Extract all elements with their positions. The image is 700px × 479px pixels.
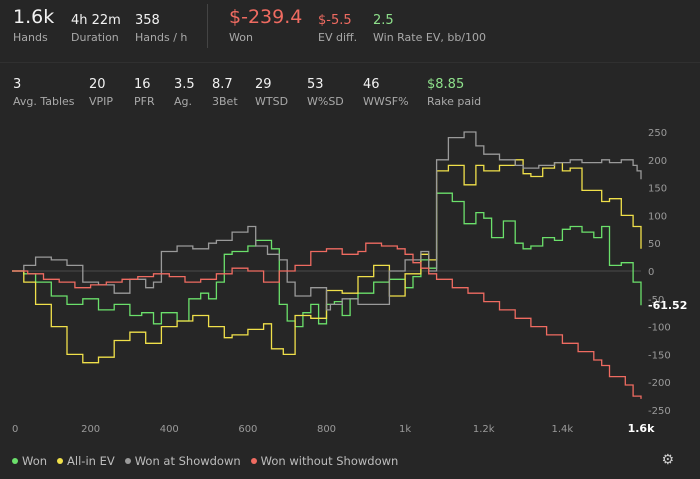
gear-icon[interactable]: ⚙: [661, 452, 674, 468]
stat-ev-diff: $-5.5 EV diff.: [318, 13, 357, 44]
stat-value: 46: [363, 77, 380, 92]
stat-wtsd: 29 WTSD: [255, 77, 288, 108]
stat-value: 1.6k: [13, 6, 55, 28]
stat-label: EV diff.: [318, 31, 358, 44]
legend-label: All-in EV: [67, 454, 115, 468]
stat-label: VPIP: [89, 95, 114, 108]
stat-label: Duration: [71, 31, 119, 44]
stat-value: 2.5: [373, 13, 394, 28]
stat-duration: 4h 22m Duration: [71, 13, 121, 44]
legend-label: Won: [22, 454, 48, 468]
x-tick-label: 200: [81, 424, 100, 435]
stat-win-rate-ev: 2.5 Win Rate EV, bb/100: [373, 13, 486, 44]
header-divider: [0, 62, 700, 63]
x-tick-label: 800: [317, 424, 336, 435]
legend-label: Won at Showdown: [134, 454, 241, 468]
legend-dot: [12, 458, 18, 464]
stat-value: 358: [135, 13, 160, 28]
stat-hands-per-hour: 358 Hands / h: [135, 13, 187, 44]
y-axis: 250 200 150 100 50 0 -50 -100 -150 -200 -250: [648, 128, 671, 417]
stat-vpip: 20 VPIP: [89, 77, 113, 108]
stat-label: Win Rate EV, bb/100: [373, 31, 487, 44]
stat-value: $-5.5: [318, 13, 352, 28]
stat-label: Avg. Tables: [13, 95, 75, 108]
stat-label: PFR: [134, 95, 155, 108]
y-tick-label: 100: [648, 211, 667, 222]
x-tick-label: 1.6k: [628, 422, 655, 435]
x-tick-label: 400: [160, 424, 179, 435]
stat-label: WWSF%: [363, 95, 409, 108]
last-value-label: -61.52: [648, 299, 687, 312]
legend-dot: [57, 458, 64, 464]
stat-label: Won: [229, 31, 253, 44]
legend-dot: [250, 458, 257, 464]
stat-value: $-239.4: [229, 6, 303, 28]
legend-label: Won without Showdown: [260, 454, 399, 468]
stat-3bet: 8.7 3Bet: [212, 77, 238, 108]
chart-legend: Won All-in EV Won at Showdown Won withou…: [12, 454, 398, 468]
stat-won: $-239.4 Won: [229, 6, 302, 44]
y-tick-label: -250: [648, 406, 671, 417]
summary-divider: [207, 4, 208, 48]
results-chart[interactable]: 250 200 150 100 50 0 -50 -100 -150 -200 -250 0 200 4…: [0, 120, 700, 440]
chart-series: [12, 131, 642, 399]
stat-hands: 1.6k Hands: [13, 6, 54, 44]
y-tick-label: -150: [648, 350, 671, 361]
stat-label: WTSD: [255, 95, 289, 108]
stat-label: Hands / h: [135, 31, 188, 44]
legend-item-showdown[interactable]: Won at Showdown: [124, 454, 241, 468]
stat-value: 20: [89, 77, 106, 92]
legend-dot: [124, 458, 131, 464]
stat-value: 4h 22m: [71, 13, 121, 28]
legend-item-won[interactable]: Won: [12, 454, 47, 468]
y-tick-label: 200: [648, 156, 667, 167]
stat-value: $8.85: [427, 77, 465, 92]
stat-pfr: 16 PFR: [134, 77, 155, 108]
stat-avg-tables: 3 Avg. Tables: [13, 77, 75, 108]
stat-label: Rake paid: [427, 95, 482, 108]
x-tick-label: 1k: [399, 424, 411, 435]
stat-ag: 3.5 Ag.: [174, 77, 195, 108]
y-tick-label: 0: [648, 267, 654, 278]
y-tick-label: -50: [648, 295, 664, 306]
y-tick-label: -100: [648, 323, 671, 334]
stat-value: 29: [255, 77, 272, 92]
stat-label: Ag.: [174, 95, 193, 108]
stat-value: 8.7: [212, 77, 233, 92]
x-tick-label: 600: [238, 424, 257, 435]
legend-item-non-showdown[interactable]: Won without Showdown: [250, 454, 399, 468]
stat-rake-paid: $8.85 Rake paid: [427, 77, 481, 108]
y-tick-label: 250: [648, 128, 667, 139]
stat-wsd: 53 W%SD: [307, 77, 344, 108]
stat-value: 16: [134, 77, 151, 92]
stat-value: 3: [13, 77, 22, 92]
y-tick-label: 150: [648, 184, 667, 195]
stat-label: 3Bet: [212, 95, 238, 108]
stat-value: 53: [307, 77, 324, 92]
stat-label: Hands: [13, 31, 48, 44]
series-line-non_showdown: [12, 242, 642, 399]
x-tick-label: 1.2k: [473, 424, 495, 435]
stat-label: W%SD: [307, 95, 344, 108]
legend-item-allin-ev[interactable]: All-in EV: [57, 454, 115, 468]
stat-value: 3.5: [174, 77, 195, 92]
y-tick-label: -200: [648, 378, 671, 389]
x-tick-label: 0: [12, 424, 18, 435]
x-tick-label: 1.4k: [552, 424, 574, 435]
stat-wwsf: 46 WWSF%: [363, 77, 409, 108]
y-tick-label: 50: [648, 239, 661, 250]
x-axis: 0 200 400 600 800 1k 1.2k 1.4k 1.6k: [12, 422, 655, 435]
